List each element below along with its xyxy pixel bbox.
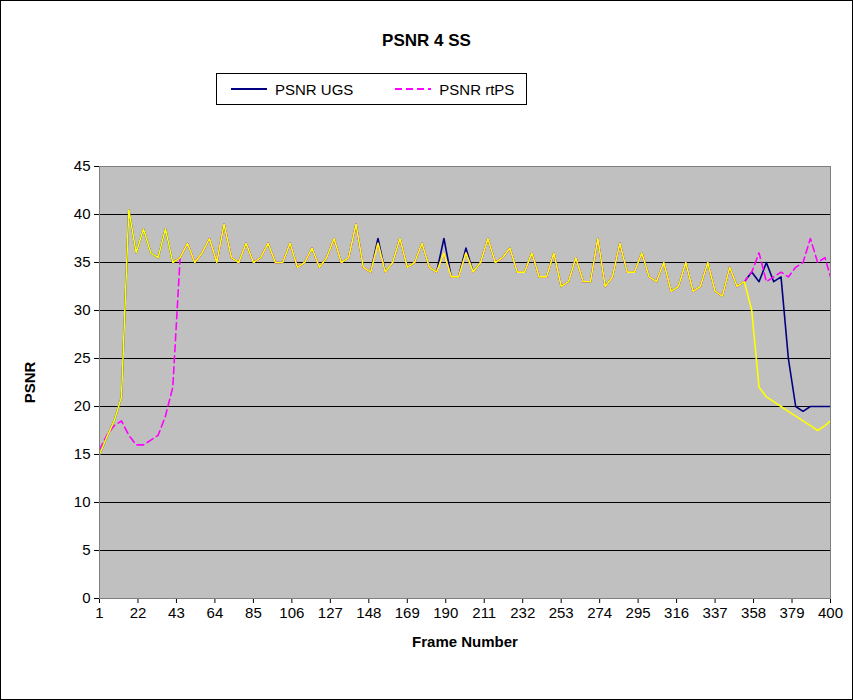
svg-text:316: 316	[664, 604, 689, 621]
svg-text:337: 337	[703, 604, 728, 621]
svg-text:5: 5	[82, 541, 90, 558]
html-text:PSNR 4 SS: PSNR 4 SS	[382, 31, 471, 50]
svg-text:274: 274	[587, 604, 612, 621]
svg-text:169: 169	[395, 604, 420, 621]
svg-text:15: 15	[74, 445, 91, 462]
svg-text:30: 30	[74, 301, 91, 318]
html-text:PSNR rtPS: PSNR rtPS	[439, 80, 515, 98]
svg-text:40: 40	[74, 205, 91, 222]
svg-text:Frame Number: Frame Number	[412, 633, 518, 650]
svg-text:295: 295	[626, 604, 651, 621]
svg-text:106: 106	[279, 604, 304, 621]
svg-text:45: 45	[74, 157, 91, 174]
svg-text:20: 20	[74, 397, 91, 414]
svg-text:148: 148	[356, 604, 381, 621]
svg-text:127: 127	[318, 604, 343, 621]
svg-text:211: 211	[472, 604, 496, 621]
svg-text:190: 190	[433, 604, 458, 621]
svg-text:1: 1	[95, 604, 103, 621]
svg-text:0: 0	[82, 589, 90, 606]
svg-text:43: 43	[168, 604, 185, 621]
svg-text:64: 64	[207, 604, 224, 621]
svg-text:PSNR: PSNR	[21, 362, 38, 404]
svg-text:232: 232	[510, 604, 535, 621]
svg-text:253: 253	[549, 604, 574, 621]
svg-text:400: 400	[818, 604, 843, 621]
svg-text:25: 25	[74, 349, 91, 366]
svg-text:35: 35	[74, 253, 91, 270]
svg-text:358: 358	[741, 604, 766, 621]
svg-text:379: 379	[780, 604, 805, 621]
svg-text:85: 85	[245, 604, 262, 621]
svg-text:22: 22	[130, 604, 147, 621]
html-text:PSNR UGS: PSNR UGS	[275, 80, 354, 98]
svg-text:10: 10	[74, 493, 91, 510]
